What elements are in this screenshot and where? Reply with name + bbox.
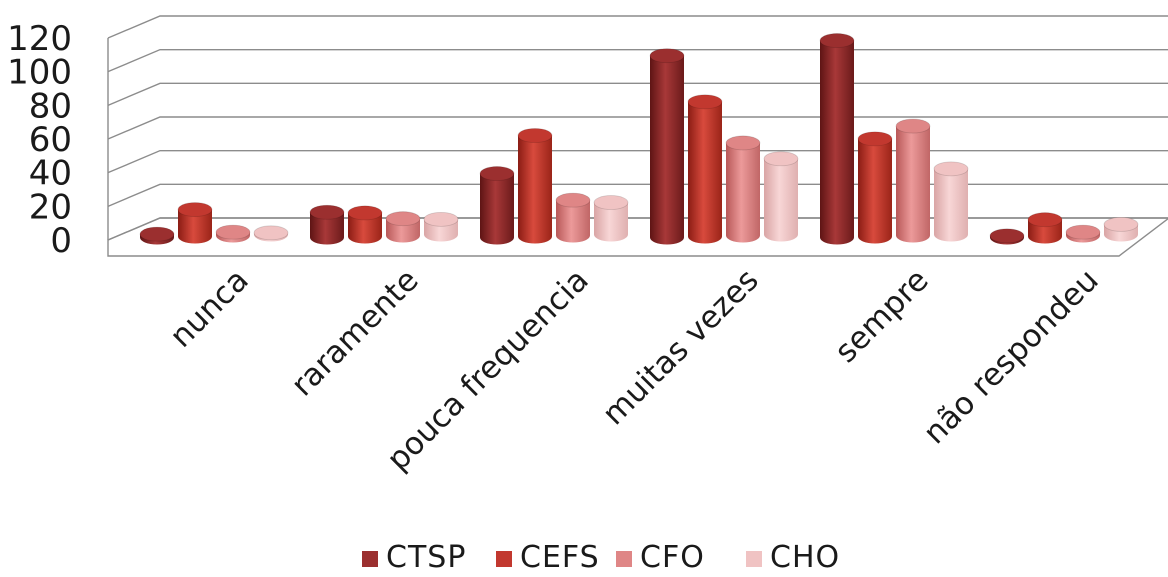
bar-cap — [517, 128, 553, 143]
bar-cap — [1065, 224, 1101, 240]
legend-swatch-cefs — [496, 551, 512, 567]
bar-body — [934, 168, 968, 242]
bar-cap — [347, 205, 383, 221]
bar-cho — [253, 225, 289, 242]
bar-body — [726, 142, 760, 243]
y-tick-label: 120 — [7, 19, 72, 59]
chart-walls — [107, 38, 1168, 257]
bar-cap — [555, 192, 591, 208]
bar-body — [594, 202, 628, 242]
gridline — [107, 183, 1168, 207]
bar-cho — [593, 195, 629, 242]
x-category-label: sempre — [828, 262, 936, 370]
x-category-label: nunca — [163, 262, 256, 355]
bar-cap — [895, 118, 931, 134]
bars — [139, 33, 1139, 245]
bar-ctsp — [819, 33, 855, 245]
legend-label-ctsp: CTSP — [386, 540, 466, 575]
x-category-label: não respondeu — [917, 262, 1106, 451]
bar-cap — [177, 202, 213, 217]
bar-cap — [139, 226, 175, 242]
x-category-label: raramente — [284, 262, 425, 403]
bar-cap — [819, 33, 855, 48]
legend-swatch-ctsp — [362, 551, 378, 567]
bar-cap — [857, 131, 893, 147]
bar-cap — [763, 151, 799, 167]
bar-ctsp — [989, 228, 1025, 245]
bar-cap — [593, 195, 629, 210]
bar-cap — [385, 211, 421, 227]
y-tick-label: 40 — [29, 154, 72, 194]
y-tick-label: 80 — [29, 86, 72, 126]
bar-cfo — [215, 224, 251, 243]
bar-cfo — [1065, 224, 1101, 243]
bar-body — [310, 212, 344, 245]
bar-cfo — [555, 192, 591, 243]
gridline — [107, 15, 1168, 39]
gridline — [107, 149, 1168, 174]
bar-ctsp — [309, 204, 345, 245]
bar-body — [178, 209, 212, 244]
bar-cefs — [1027, 212, 1063, 244]
bar-body — [348, 212, 382, 244]
bar-cho — [1103, 216, 1139, 242]
bar-cho — [423, 211, 459, 242]
bar-ctsp — [479, 166, 515, 245]
bar-body — [556, 200, 590, 243]
bar-cap — [725, 135, 761, 151]
legend: CTSP CEFS CFO CHO — [362, 540, 840, 575]
bar-body — [688, 101, 722, 244]
bar-cefs — [517, 128, 553, 244]
bar-body — [820, 40, 854, 245]
bar-body — [896, 126, 930, 243]
bar-cefs — [687, 94, 723, 244]
legend-label-cefs: CEFS — [520, 540, 600, 575]
bar-cfo — [725, 135, 761, 243]
gridlines — [107, 15, 1168, 241]
bar-body — [650, 55, 684, 245]
x-category-label: muitas vezes — [596, 262, 766, 432]
bar-body — [518, 135, 552, 244]
bar-cap — [423, 211, 459, 227]
gridline — [107, 116, 1168, 140]
bar-cho — [933, 161, 969, 242]
bar-cap — [687, 94, 723, 110]
y-tick-label: 0 — [50, 221, 72, 261]
bar-cap — [933, 161, 969, 177]
bar-body — [858, 138, 892, 244]
bar-body — [764, 158, 798, 242]
bar-cap — [215, 224, 251, 240]
legend-swatch-cho — [746, 551, 762, 567]
bar-cap — [253, 225, 289, 241]
y-tick-label: 20 — [29, 187, 72, 227]
legend-swatch-cfo — [616, 551, 632, 567]
bar-ctsp — [649, 48, 685, 245]
bar-body — [480, 173, 514, 245]
legend-label-cfo: CFO — [640, 540, 705, 575]
bar-cfo — [895, 118, 931, 243]
bar-cap — [479, 166, 515, 181]
bar-cefs — [857, 131, 893, 244]
gridline — [107, 82, 1168, 106]
gridline — [107, 48, 1168, 73]
bar-cfo — [385, 211, 421, 243]
bar-cap — [1103, 216, 1139, 232]
bar-ctsp — [139, 226, 175, 245]
y-tick-label: 60 — [29, 120, 72, 160]
legend-label-cho: CHO — [770, 540, 840, 575]
bar-cho — [763, 151, 799, 242]
bar-cefs — [177, 202, 213, 244]
bar-cefs — [347, 205, 383, 244]
y-tick-label: 100 — [7, 53, 72, 93]
bar-cap — [309, 204, 345, 220]
bar-cap — [1027, 212, 1063, 228]
bar-cap — [989, 228, 1025, 244]
bar-cap — [649, 48, 685, 64]
